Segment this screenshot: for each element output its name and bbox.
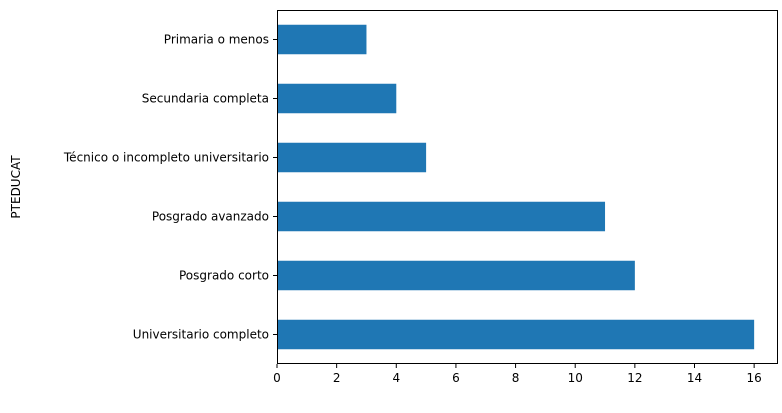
- bar: [277, 260, 635, 291]
- y-tick-label: Posgrado avanzado: [152, 210, 269, 224]
- y-tick-label: Primaria o menos: [164, 33, 269, 47]
- x-tick-label: 4: [392, 371, 400, 385]
- y-tick-label: Técnico o incompleto universitario: [63, 151, 269, 165]
- x-axis-ticks: 0 2 4 6 8 10 12 14 16: [273, 364, 762, 385]
- y-axis-label: PTEDUCAT: [9, 155, 23, 219]
- x-tick-label: 6: [452, 371, 460, 385]
- x-tick-label: 10: [568, 371, 583, 385]
- bar: [277, 319, 755, 350]
- y-tick-label: Secundaria completa: [142, 92, 269, 106]
- y-tick-label: Posgrado corto: [179, 269, 269, 283]
- x-tick-label: 0: [273, 371, 281, 385]
- bar: [277, 83, 397, 114]
- y-axis-ticks: Primaria o menos Secundaria completa Técni…: [63, 33, 277, 342]
- y-tick-label: Universitario completo: [133, 328, 269, 342]
- bar: [277, 142, 427, 173]
- x-tick-label: 16: [747, 371, 762, 385]
- x-tick-label: 12: [627, 371, 642, 385]
- bar: [277, 24, 367, 55]
- x-tick-label: 2: [333, 371, 341, 385]
- x-tick-label: 14: [687, 371, 702, 385]
- x-tick-label: 8: [512, 371, 520, 385]
- bars-group: [277, 24, 755, 350]
- plot-frame: [277, 10, 778, 364]
- bar: [277, 201, 606, 232]
